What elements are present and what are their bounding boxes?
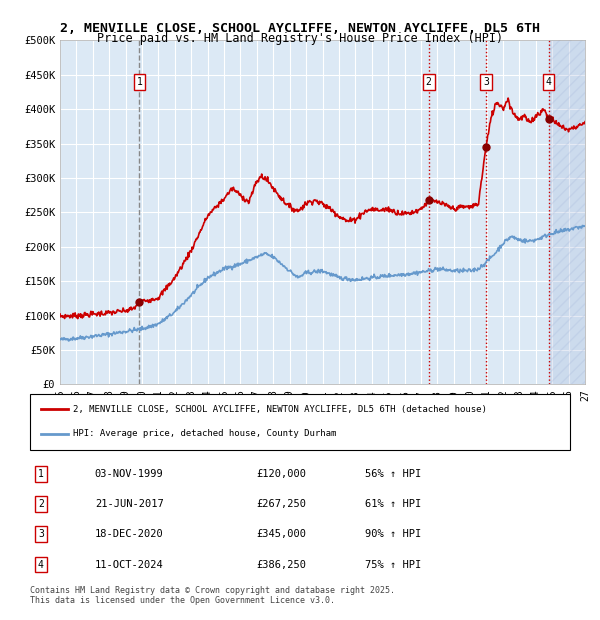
Text: 03-NOV-1999: 03-NOV-1999 xyxy=(95,469,164,479)
Text: 21-JUN-2017: 21-JUN-2017 xyxy=(95,499,164,509)
Text: 2: 2 xyxy=(38,499,44,509)
Text: This data is licensed under the Open Government Licence v3.0.: This data is licensed under the Open Gov… xyxy=(30,596,335,606)
Text: £345,000: £345,000 xyxy=(257,529,307,539)
Text: 56% ↑ HPI: 56% ↑ HPI xyxy=(365,469,421,479)
Text: 3: 3 xyxy=(38,529,44,539)
Text: 3: 3 xyxy=(483,77,489,87)
Text: 90% ↑ HPI: 90% ↑ HPI xyxy=(365,529,421,539)
Text: 4: 4 xyxy=(545,77,551,87)
Text: £267,250: £267,250 xyxy=(257,499,307,509)
Text: 2, MENVILLE CLOSE, SCHOOL AYCLIFFE, NEWTON AYCLIFFE, DL5 6TH: 2, MENVILLE CLOSE, SCHOOL AYCLIFFE, NEWT… xyxy=(60,22,540,35)
Text: 18-DEC-2020: 18-DEC-2020 xyxy=(95,529,164,539)
Bar xyxy=(548,40,585,384)
Text: 1: 1 xyxy=(136,77,142,87)
Text: £386,250: £386,250 xyxy=(257,559,307,570)
Text: Contains HM Land Registry data © Crown copyright and database right 2025.: Contains HM Land Registry data © Crown c… xyxy=(30,586,395,595)
Text: 2: 2 xyxy=(426,77,431,87)
Text: 11-OCT-2024: 11-OCT-2024 xyxy=(95,559,164,570)
Text: 4: 4 xyxy=(38,559,44,570)
Text: Price paid vs. HM Land Registry's House Price Index (HPI): Price paid vs. HM Land Registry's House … xyxy=(97,32,503,45)
Text: HPI: Average price, detached house, County Durham: HPI: Average price, detached house, Coun… xyxy=(73,430,337,438)
Text: 61% ↑ HPI: 61% ↑ HPI xyxy=(365,499,421,509)
Text: 1: 1 xyxy=(38,469,44,479)
Text: 75% ↑ HPI: 75% ↑ HPI xyxy=(365,559,421,570)
Text: £120,000: £120,000 xyxy=(257,469,307,479)
FancyBboxPatch shape xyxy=(30,394,570,450)
Text: 2, MENVILLE CLOSE, SCHOOL AYCLIFFE, NEWTON AYCLIFFE, DL5 6TH (detached house): 2, MENVILLE CLOSE, SCHOOL AYCLIFFE, NEWT… xyxy=(73,405,487,414)
